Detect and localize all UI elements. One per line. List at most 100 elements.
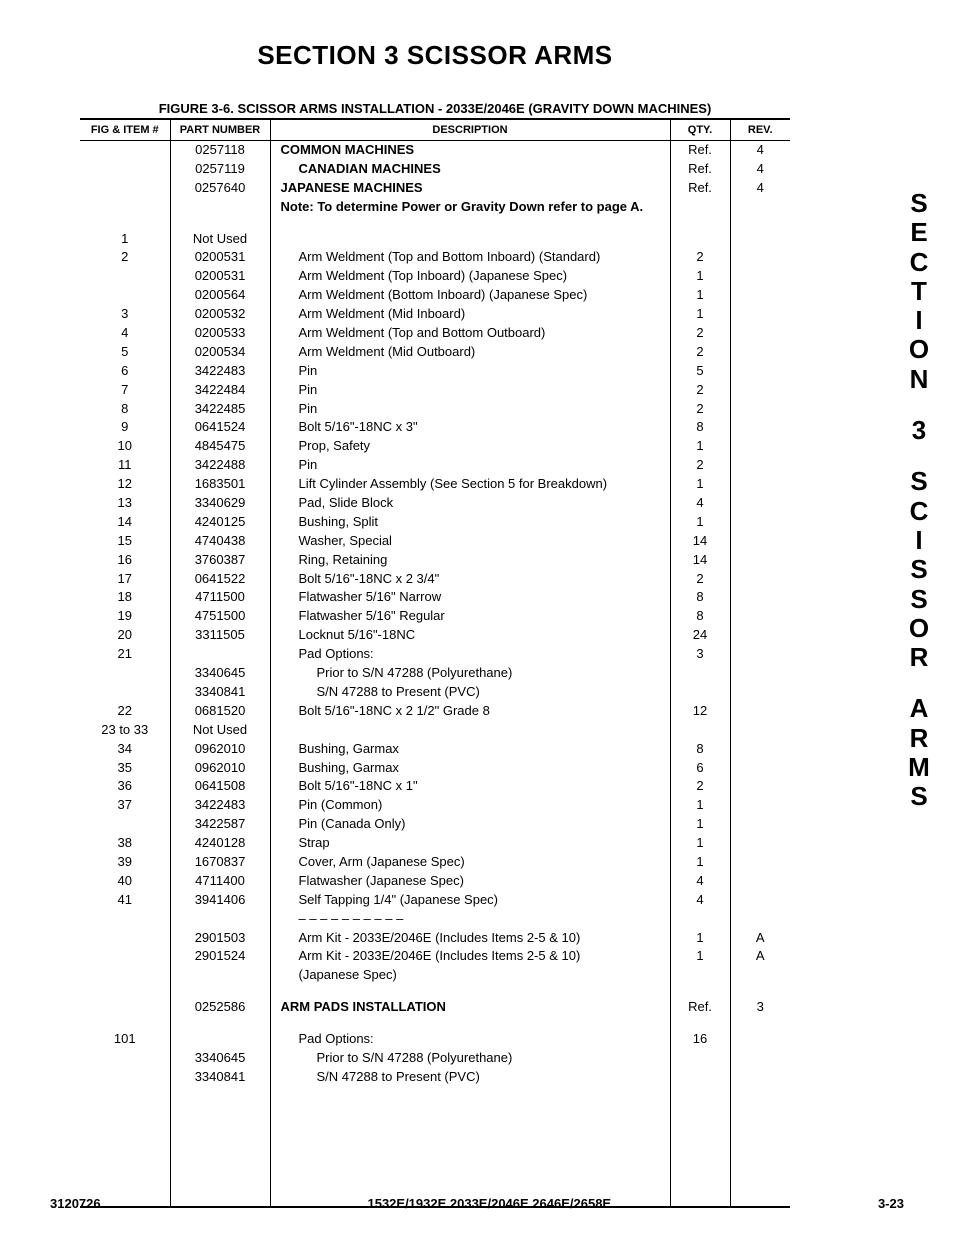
- cell-part: 4240128: [170, 834, 270, 853]
- table-row: 413941406Self Tapping 1/4" (Japanese Spe…: [80, 891, 790, 910]
- cell-desc: Pin: [270, 381, 670, 400]
- cell-rev: [730, 815, 790, 834]
- cell-rev: [730, 607, 790, 626]
- cell-fig: [80, 910, 170, 929]
- cell-part: 0200533: [170, 324, 270, 343]
- cell-desc: Bushing, Garmax: [270, 740, 670, 759]
- cell-fig: 101: [80, 1030, 170, 1049]
- cell-part: 0962010: [170, 759, 270, 778]
- side-tab-char: I: [904, 307, 934, 334]
- table-row: 2901524Arm Kit - 2033E/2046E (Includes I…: [80, 947, 790, 966]
- cell-qty: [670, 721, 730, 740]
- cell-fig: 37: [80, 796, 170, 815]
- cell-desc: Pin (Canada Only): [270, 815, 670, 834]
- table-row: 3422587Pin (Canada Only)1: [80, 815, 790, 834]
- cell-rev: [730, 286, 790, 305]
- cell-part: [170, 645, 270, 664]
- figure-caption: FIGURE 3-6. SCISSOR ARMS INSTALLATION - …: [50, 101, 820, 116]
- cell-rev: 4: [730, 141, 790, 160]
- cell-rev: [730, 570, 790, 589]
- side-tab-char: I: [904, 527, 934, 554]
- table-row: 133340629Pad, Slide Block4: [80, 494, 790, 513]
- side-tab-char: O: [904, 336, 934, 363]
- cell-fig: 8: [80, 400, 170, 419]
- table-row: 0257640JAPANESE MACHINESRef.4: [80, 179, 790, 198]
- cell-qty: [670, 230, 730, 249]
- cell-fig: 21: [80, 645, 170, 664]
- cell-fig: [80, 966, 170, 985]
- cell-qty: 5: [670, 362, 730, 381]
- cell-desc: Arm Weldment (Mid Outboard): [270, 343, 670, 362]
- table-row: 3340841S/N 47288 to Present (PVC): [80, 683, 790, 702]
- cell-qty: 14: [670, 551, 730, 570]
- cell-qty: 4: [670, 872, 730, 891]
- cell-qty: 8: [670, 607, 730, 626]
- cell-rev: [730, 400, 790, 419]
- cell-fig: 12: [80, 475, 170, 494]
- side-tab-char: O: [904, 615, 934, 642]
- cell-rev: [730, 456, 790, 475]
- cell-qty: [670, 664, 730, 683]
- cell-qty: 1: [670, 305, 730, 324]
- cell-rev: [730, 872, 790, 891]
- cell-fig: [80, 947, 170, 966]
- cell-qty: 12: [670, 702, 730, 721]
- cell-fig: 3: [80, 305, 170, 324]
- cell-rev: [730, 532, 790, 551]
- cell-part: 0641522: [170, 570, 270, 589]
- cell-part: 0200564: [170, 286, 270, 305]
- table-row: 391670837Cover, Arm (Japanese Spec)1: [80, 853, 790, 872]
- cell-fig: 14: [80, 513, 170, 532]
- cell-part: 3422488: [170, 456, 270, 475]
- cell-fig: [80, 286, 170, 305]
- cell-part: [170, 910, 270, 929]
- cell-fig: 18: [80, 588, 170, 607]
- cell-rev: [730, 759, 790, 778]
- table-row: 50200534Arm Weldment (Mid Outboard)2: [80, 343, 790, 362]
- section-title: SECTION 3 SCISSOR ARMS: [50, 40, 820, 71]
- cell-part: 0200531: [170, 248, 270, 267]
- cell-rev: [730, 267, 790, 286]
- side-tab-char: C: [904, 498, 934, 525]
- side-tab-char: T: [904, 278, 934, 305]
- cell-desc: Ring, Retaining: [270, 551, 670, 570]
- cell-fig: 4: [80, 324, 170, 343]
- cell-fig: [80, 1049, 170, 1068]
- cell-qty: 8: [670, 418, 730, 437]
- col-header-part: PART NUMBER: [170, 119, 270, 141]
- cell-rev: [730, 721, 790, 740]
- side-tab-char: [904, 446, 934, 466]
- table-row: 0257118COMMON MACHINESRef.4: [80, 141, 790, 160]
- cell-desc: Bushing, Garmax: [270, 759, 670, 778]
- table-row: 360641508Bolt 5/16"-18NC x 1"2: [80, 777, 790, 796]
- cell-part: 0200534: [170, 343, 270, 362]
- cell-part: [170, 198, 270, 217]
- table-row: 220681520Bolt 5/16"-18NC x 2 1/2" Grade …: [80, 702, 790, 721]
- table-row: 350962010Bushing, Garmax6: [80, 759, 790, 778]
- cell-rev: [730, 1049, 790, 1068]
- cell-desc: Flatwasher (Japanese Spec): [270, 872, 670, 891]
- cell-qty: 16: [670, 1030, 730, 1049]
- cell-fig: 13: [80, 494, 170, 513]
- table-row: 170641522Bolt 5/16"-18NC x 2 3/4"2: [80, 570, 790, 589]
- cell-qty: 1: [670, 853, 730, 872]
- cell-fig: 7: [80, 381, 170, 400]
- table-row: 3340841S/N 47288 to Present (PVC): [80, 1068, 790, 1087]
- side-tab-char: A: [904, 695, 934, 722]
- table-row: [80, 1017, 790, 1030]
- cell-fig: [80, 160, 170, 179]
- cell-desc: Bushing, Split: [270, 513, 670, 532]
- table-row: 23 to 33Not Used: [80, 721, 790, 740]
- cell-desc: Prior to S/N 47288 (Polyurethane): [270, 664, 670, 683]
- cell-fig: 16: [80, 551, 170, 570]
- table-row: 40200533Arm Weldment (Top and Bottom Out…: [80, 324, 790, 343]
- cell-desc: Arm Weldment (Top and Bottom Inboard) (S…: [270, 248, 670, 267]
- cell-fig: [80, 664, 170, 683]
- cell-rev: A: [730, 947, 790, 966]
- cell-fig: 6: [80, 362, 170, 381]
- table-row: 2901503Arm Kit - 2033E/2046E (Includes I…: [80, 929, 790, 948]
- cell-part: 0641524: [170, 418, 270, 437]
- side-tab-char: S: [904, 556, 934, 583]
- side-tab-char: R: [904, 644, 934, 671]
- table-row: 340962010Bushing, Garmax8: [80, 740, 790, 759]
